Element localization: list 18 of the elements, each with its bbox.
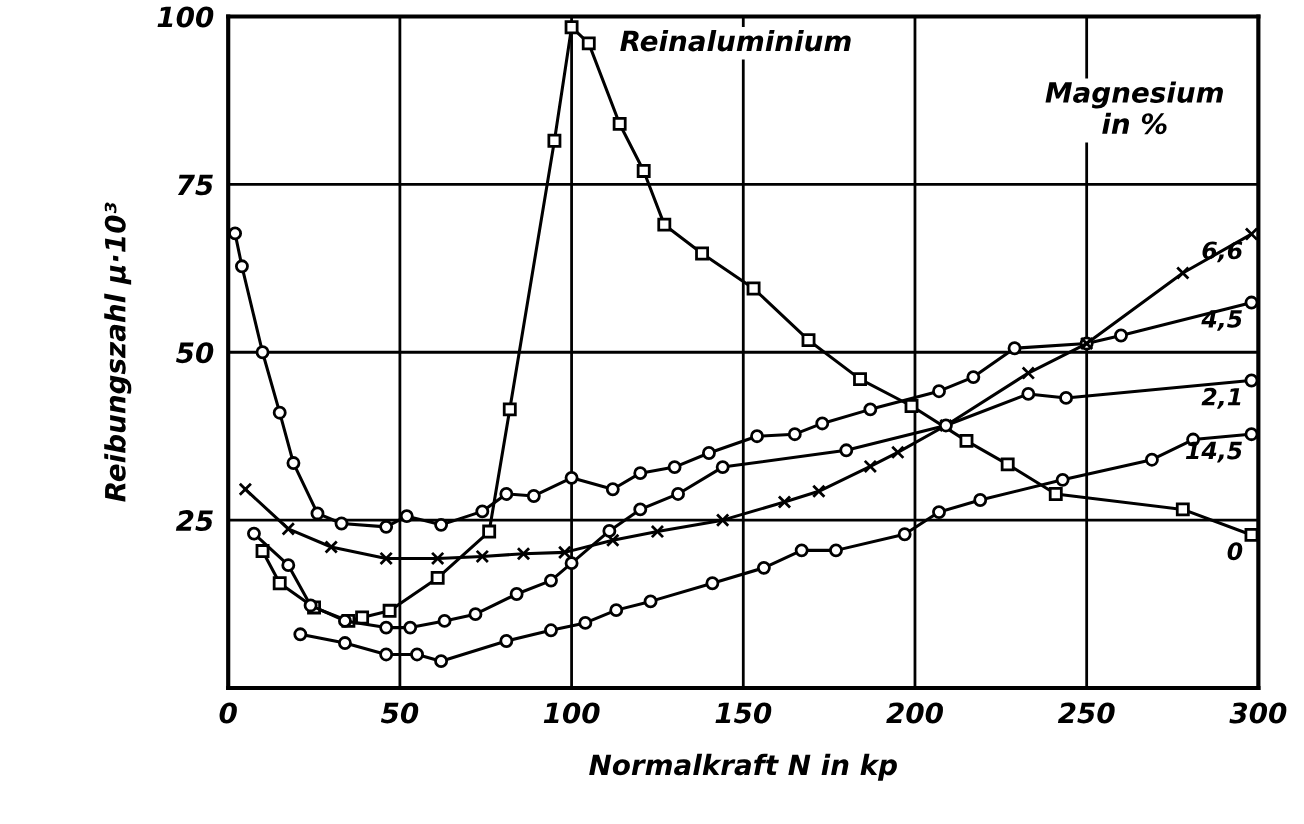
x-tick-label: 200 <box>886 702 943 724</box>
x-tick-label: 0 <box>219 702 237 724</box>
series-label: 2,1 <box>1201 387 1241 409</box>
x-tick-label: 100 <box>543 702 600 724</box>
x-tick-label: 50 <box>380 702 419 724</box>
y-tick-label: 50 <box>176 342 214 364</box>
x-tick-label: 150 <box>715 702 772 724</box>
x-tick-label: 250 <box>1057 702 1115 724</box>
series-label: 14,5 <box>1185 441 1242 463</box>
x-tick-label: 300 <box>1229 702 1287 724</box>
series-label: 0 <box>1227 542 1243 561</box>
x-axis-title: Normalkraft N in kp <box>589 753 897 781</box>
annotation: Reinaluminium <box>620 29 851 52</box>
y-tick-label: 75 <box>177 174 213 196</box>
y-tick-label: 100 <box>157 6 214 28</box>
annotation: Magnesium in % <box>1045 81 1223 135</box>
y-axis-title: Reibungszahl μ·10³ <box>104 202 132 502</box>
y-tick-label: 25 <box>175 510 213 532</box>
